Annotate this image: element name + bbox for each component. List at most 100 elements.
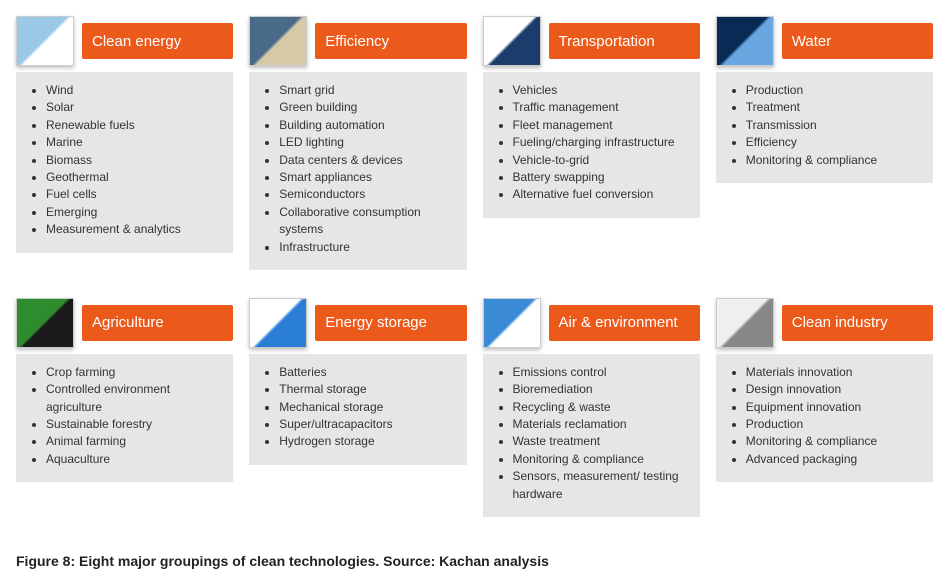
category-thumbnail	[716, 298, 774, 348]
card-body: Materials innovationDesign innovationEqu…	[716, 354, 933, 482]
category-title: Clean energy	[82, 23, 233, 59]
list-item: Materials innovation	[746, 364, 925, 381]
list-item: Green building	[279, 99, 458, 116]
category-thumbnail	[16, 16, 74, 66]
card-header: Transportation	[483, 16, 700, 66]
list-item: Collaborative consumption systems	[279, 204, 458, 239]
list-item: Thermal storage	[279, 381, 458, 398]
category-title: Energy storage	[315, 305, 466, 341]
item-list: VehiclesTraffic managementFleet manageme…	[491, 82, 692, 204]
list-item: Production	[746, 416, 925, 433]
card-header: Water	[716, 16, 933, 66]
category-title: Water	[782, 23, 933, 59]
list-item: Super/ultracapacitors	[279, 416, 458, 433]
cards-grid: Clean energy WindSolarRenewable fuelsMari…	[16, 16, 933, 517]
list-item: LED lighting	[279, 134, 458, 151]
list-item: Sustainable forestry	[46, 416, 225, 433]
category-card: Transportation VehiclesTraffic management…	[483, 16, 700, 270]
list-item: Monitoring & compliance	[513, 451, 692, 468]
item-list: BatteriesThermal storageMechanical stora…	[257, 364, 458, 451]
list-item: Aquaculture	[46, 451, 225, 468]
list-item: Battery swapping	[513, 169, 692, 186]
list-item: Advanced packaging	[746, 451, 925, 468]
card-body: Crop farmingControlled environment agric…	[16, 354, 233, 482]
category-card: Clean energy WindSolarRenewable fuelsMari…	[16, 16, 233, 270]
category-card: Efficiency Smart gridGreen buildingBuildi…	[249, 16, 466, 270]
list-item: Production	[746, 82, 925, 99]
list-item: Smart grid	[279, 82, 458, 99]
category-thumbnail	[249, 298, 307, 348]
category-title: Clean industry	[782, 305, 933, 341]
card-header: Clean energy	[16, 16, 233, 66]
item-list: Materials innovationDesign innovationEqu…	[724, 364, 925, 468]
card-header: Energy storage	[249, 298, 466, 348]
list-item: Marine	[46, 134, 225, 151]
list-item: Waste treatment	[513, 433, 692, 450]
list-item: Fuel cells	[46, 186, 225, 203]
list-item: Solar	[46, 99, 225, 116]
list-item: Data centers & devices	[279, 152, 458, 169]
list-item: Monitoring & compliance	[746, 433, 925, 450]
category-thumbnail	[483, 298, 541, 348]
category-card: Air & environment Emissions controlBiorem…	[483, 298, 700, 517]
list-item: Renewable fuels	[46, 117, 225, 134]
list-item: Batteries	[279, 364, 458, 381]
list-item: Semiconductors	[279, 186, 458, 203]
category-thumbnail	[16, 298, 74, 348]
item-list: ProductionTreatmentTransmissionEfficienc…	[724, 82, 925, 169]
list-item: Mechanical storage	[279, 399, 458, 416]
list-item: Measurement & analytics	[46, 221, 225, 238]
card-body: ProductionTreatmentTransmissionEfficienc…	[716, 72, 933, 183]
card-body: Smart gridGreen buildingBuilding automat…	[249, 72, 466, 270]
card-header: Agriculture	[16, 298, 233, 348]
list-item: Design innovation	[746, 381, 925, 398]
category-thumbnail	[716, 16, 774, 66]
list-item: Animal farming	[46, 433, 225, 450]
item-list: Emissions controlBioremediationRecycling…	[491, 364, 692, 503]
list-item: Treatment	[746, 99, 925, 116]
list-item: Infrastructure	[279, 239, 458, 256]
item-list: WindSolarRenewable fuelsMarineBiomassGeo…	[24, 82, 225, 239]
list-item: Equipment innovation	[746, 399, 925, 416]
list-item: Emerging	[46, 204, 225, 221]
list-item: Controlled environment agriculture	[46, 381, 225, 416]
list-item: Sensors, measurement/ testing hardware	[513, 468, 692, 503]
list-item: Emissions control	[513, 364, 692, 381]
card-body: WindSolarRenewable fuelsMarineBiomassGeo…	[16, 72, 233, 253]
list-item: Vehicles	[513, 82, 692, 99]
list-item: Hydrogen storage	[279, 433, 458, 450]
card-header: Efficiency	[249, 16, 466, 66]
category-title: Efficiency	[315, 23, 466, 59]
list-item: Biomass	[46, 152, 225, 169]
list-item: Smart appliances	[279, 169, 458, 186]
list-item: Recycling & waste	[513, 399, 692, 416]
list-item: Traffic management	[513, 99, 692, 116]
card-header: Clean industry	[716, 298, 933, 348]
figure-caption: Figure 8: Eight major groupings of clean…	[16, 553, 933, 569]
card-body: VehiclesTraffic managementFleet manageme…	[483, 72, 700, 218]
list-item: Materials reclamation	[513, 416, 692, 433]
item-list: Smart gridGreen buildingBuilding automat…	[257, 82, 458, 256]
list-item: Building automation	[279, 117, 458, 134]
category-card: Water ProductionTreatmentTransmissionEffi…	[716, 16, 933, 270]
category-title: Agriculture	[82, 305, 233, 341]
list-item: Vehicle-to-grid	[513, 152, 692, 169]
list-item: Monitoring & compliance	[746, 152, 925, 169]
list-item: Transmission	[746, 117, 925, 134]
category-card: Agriculture Crop farmingControlled enviro…	[16, 298, 233, 517]
list-item: Alternative fuel conversion	[513, 186, 692, 203]
list-item: Crop farming	[46, 364, 225, 381]
list-item: Wind	[46, 82, 225, 99]
category-title: Air & environment	[549, 305, 700, 341]
category-thumbnail	[249, 16, 307, 66]
item-list: Crop farmingControlled environment agric…	[24, 364, 225, 468]
card-header: Air & environment	[483, 298, 700, 348]
list-item: Bioremediation	[513, 381, 692, 398]
category-title: Transportation	[549, 23, 700, 59]
list-item: Geothermal	[46, 169, 225, 186]
list-item: Efficiency	[746, 134, 925, 151]
category-thumbnail	[483, 16, 541, 66]
card-body: BatteriesThermal storageMechanical stora…	[249, 354, 466, 465]
card-body: Emissions controlBioremediationRecycling…	[483, 354, 700, 517]
category-card: Clean industry Materials innovationDesign…	[716, 298, 933, 517]
